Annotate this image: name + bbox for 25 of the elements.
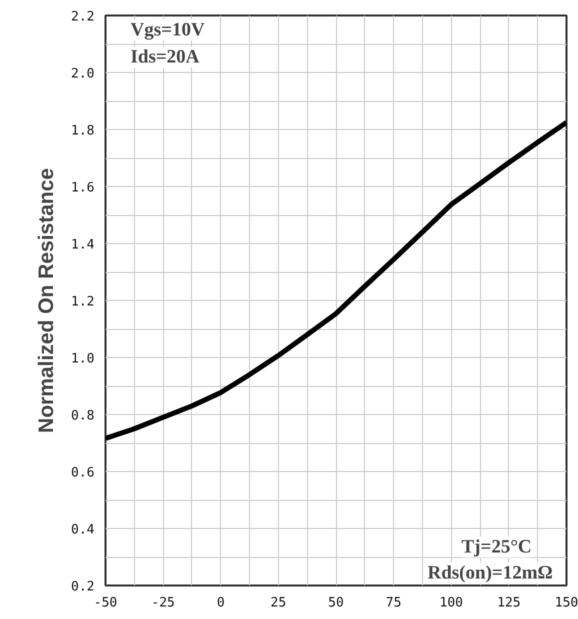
y-tick-label: 0.6 — [71, 466, 95, 480]
x-tick-label: -50 — [94, 596, 118, 610]
x-tick-label: -25 — [151, 596, 175, 610]
annotation: Rds(on)=12mΩ — [428, 562, 553, 584]
x-tick-label: 150 — [554, 596, 578, 610]
annotation: Tj=25°C — [462, 536, 532, 558]
y-tick-label: 1.2 — [71, 294, 95, 310]
y-tick-label: 2.0 — [71, 66, 95, 82]
y-tick-label: 1.0 — [71, 352, 95, 366]
x-tick-label: 125 — [497, 596, 521, 610]
x-tick-label: 100 — [440, 596, 463, 610]
y-tick-label: 1.4 — [71, 238, 95, 252]
y-tick-label: 2.2 — [71, 10, 95, 24]
x-tick-label: 50 — [328, 596, 344, 610]
y-tick-label: 1.8 — [71, 124, 95, 138]
y-tick-label: 1.6 — [71, 180, 95, 196]
y-tick-label: 0.8 — [71, 408, 95, 424]
annotation: Ids=20A — [130, 46, 200, 68]
y-tick-label: 0.2 — [71, 580, 95, 594]
y-tick-label: 0.4 — [71, 522, 95, 538]
x-tick-label: 0 — [216, 596, 225, 610]
y-axis-title: Normalized On Resistance — [35, 168, 58, 433]
x-tick-label: 75 — [386, 596, 402, 610]
x-tick-label: 25 — [270, 596, 286, 610]
annotation: Vgs=10V — [130, 20, 205, 40]
